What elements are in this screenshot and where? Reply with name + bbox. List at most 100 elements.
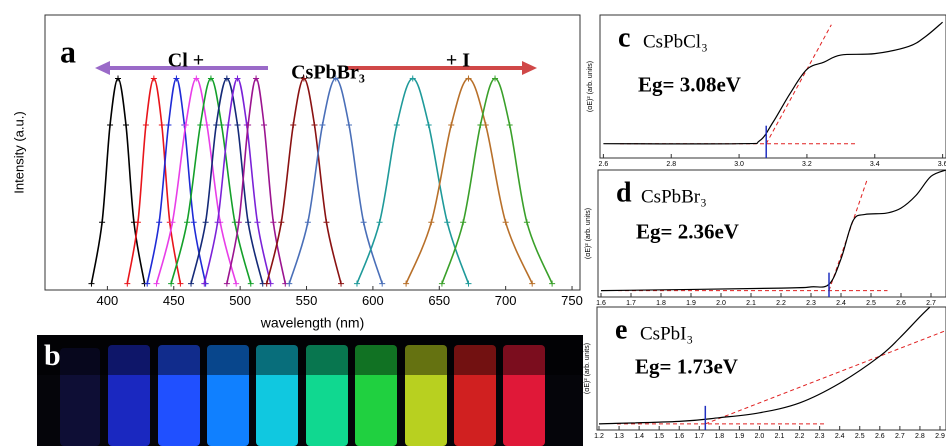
x-tick-label: 1.7: [626, 300, 636, 307]
point: [144, 280, 151, 287]
point: [225, 122, 232, 128]
point: [156, 219, 163, 226]
point: [549, 280, 556, 287]
x-tick-label: 2.5: [866, 300, 876, 307]
arrow-head: [522, 61, 537, 75]
point: [428, 219, 435, 226]
point: [234, 122, 241, 128]
compound: CsPbCl₃: [643, 31, 708, 52]
x-tick-label: 2.6: [875, 433, 885, 440]
point: [218, 122, 225, 128]
line: [603, 21, 943, 145]
point: [177, 280, 184, 287]
x-tick-label: 3.2: [802, 161, 812, 168]
point: [193, 75, 200, 82]
point: [223, 75, 230, 82]
x-tick-label: 1.6: [674, 433, 684, 440]
point: [319, 122, 326, 128]
x-tick-label: 1.3: [614, 433, 624, 440]
point: [150, 75, 157, 82]
x-tick-label: 3.0: [734, 161, 744, 168]
point: [263, 280, 270, 287]
point: [254, 219, 261, 226]
point: [173, 75, 180, 82]
x-tick-label: 2.6: [896, 300, 906, 307]
plot-frame: [597, 169, 946, 298]
x-tick-label: 2.7: [926, 300, 936, 307]
plot-frame: [599, 14, 946, 159]
point: [122, 122, 129, 128]
line: [288, 77, 383, 284]
point: [99, 219, 106, 226]
x-tick-label: 1.8: [656, 300, 666, 307]
line: [90, 77, 146, 284]
point: [482, 122, 489, 128]
photo: b: [37, 335, 583, 446]
plot-frame: [44, 14, 581, 291]
point: [376, 219, 383, 226]
annotation: Cl +: [168, 50, 204, 72]
point: [158, 122, 165, 128]
point: [202, 219, 209, 226]
panel-label: e: [615, 314, 627, 345]
x-tick-label: 500: [229, 293, 251, 308]
fit-line: [765, 24, 832, 144]
point: [184, 219, 191, 226]
point: [165, 122, 172, 128]
x-tick-label: 750: [561, 293, 583, 308]
x-tick-label: 2.4: [835, 433, 845, 440]
x-tick-label: 2.0: [716, 300, 726, 307]
x-tick-label: 2.8: [915, 433, 925, 440]
point: [506, 122, 513, 128]
band-gap-label: Eg= 3.08eV: [638, 72, 741, 96]
point: [88, 280, 95, 287]
fit-line: [705, 330, 946, 425]
point: [245, 219, 252, 226]
x-tick-label: 1.6: [596, 300, 606, 307]
point: [245, 122, 252, 128]
point: [168, 280, 175, 287]
annotation: CsPbBr₃: [291, 62, 365, 84]
point: [311, 122, 318, 128]
compound: CsPbBr₃: [641, 186, 707, 207]
point: [107, 122, 114, 128]
x-axis-label: wavelength (nm): [260, 315, 365, 331]
plot-frame: [596, 306, 946, 431]
x-tick-label: 2.4: [836, 300, 846, 307]
panel-label: b: [44, 339, 61, 372]
x-tick-label: 400: [97, 293, 119, 308]
point: [286, 280, 293, 287]
x-tick-label: 2.7: [895, 433, 905, 440]
point: [379, 280, 386, 287]
point: [477, 122, 484, 128]
x-tick-label: 2.6: [599, 161, 609, 168]
point: [438, 280, 445, 287]
point: [153, 280, 160, 287]
annotation: + I: [446, 50, 470, 72]
point: [188, 280, 195, 287]
x-tick-label: 1.9: [686, 300, 696, 307]
point: [261, 122, 268, 128]
point: [304, 219, 311, 226]
x-tick-label: 3.6: [938, 161, 946, 168]
point: [492, 75, 499, 82]
point: [169, 219, 176, 226]
point: [207, 75, 214, 82]
point: [247, 280, 254, 287]
point: [213, 122, 220, 128]
x-tick-label: 1.2: [594, 433, 604, 440]
x-tick-label: 450: [163, 293, 185, 308]
x-tick-label: 3.4: [870, 161, 880, 168]
point: [233, 280, 240, 287]
y-axis-label: Intensity (a.u.): [11, 111, 26, 193]
line: [356, 77, 470, 284]
point: [300, 75, 307, 82]
point: [142, 122, 149, 128]
point: [253, 75, 260, 82]
line: [600, 169, 946, 292]
point: [235, 219, 242, 226]
x-tick-label: 2.2: [795, 433, 805, 440]
point: [502, 219, 509, 226]
point: [201, 280, 208, 287]
